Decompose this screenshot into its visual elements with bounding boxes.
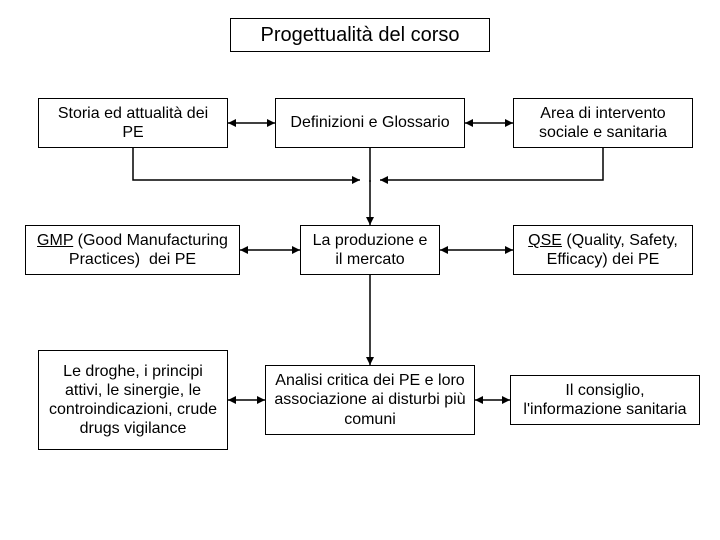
node-storia: Storia ed attualità dei PE (38, 98, 228, 148)
node-text: Definizioni e Glossario (290, 113, 449, 132)
node-text: Area di intervento sociale e sanitaria (520, 104, 686, 142)
node-text: Il consiglio, l'informazione sanitaria (517, 381, 693, 419)
node-qse: QSE (Quality, Safety, Efficacy) dei PE (513, 225, 693, 275)
node-text: Le droghe, i principi attivi, le sinergi… (45, 362, 221, 439)
node-definizioni: Definizioni e Glossario (275, 98, 465, 148)
node-text: GMP (Good Manufacturing Practices) dei P… (32, 231, 233, 269)
node-area-intervento: Area di intervento sociale e sanitaria (513, 98, 693, 148)
node-gmp: GMP (Good Manufacturing Practices) dei P… (25, 225, 240, 275)
node-droghe: Le droghe, i principi attivi, le sinergi… (38, 350, 228, 450)
node-produzione: La produzione e il mercato (300, 225, 440, 275)
node-text: La produzione e il mercato (307, 231, 433, 269)
node-analisi-critica: Analisi critica dei PE e loro associazio… (265, 365, 475, 435)
node-consiglio: Il consiglio, l'informazione sanitaria (510, 375, 700, 425)
node-text: Storia ed attualità dei PE (45, 104, 221, 142)
title-text: Progettualità del corso (260, 23, 459, 47)
node-text: Analisi critica dei PE e loro associazio… (272, 371, 468, 429)
title-box: Progettualità del corso (230, 18, 490, 52)
node-text: QSE (Quality, Safety, Efficacy) dei PE (520, 231, 686, 269)
